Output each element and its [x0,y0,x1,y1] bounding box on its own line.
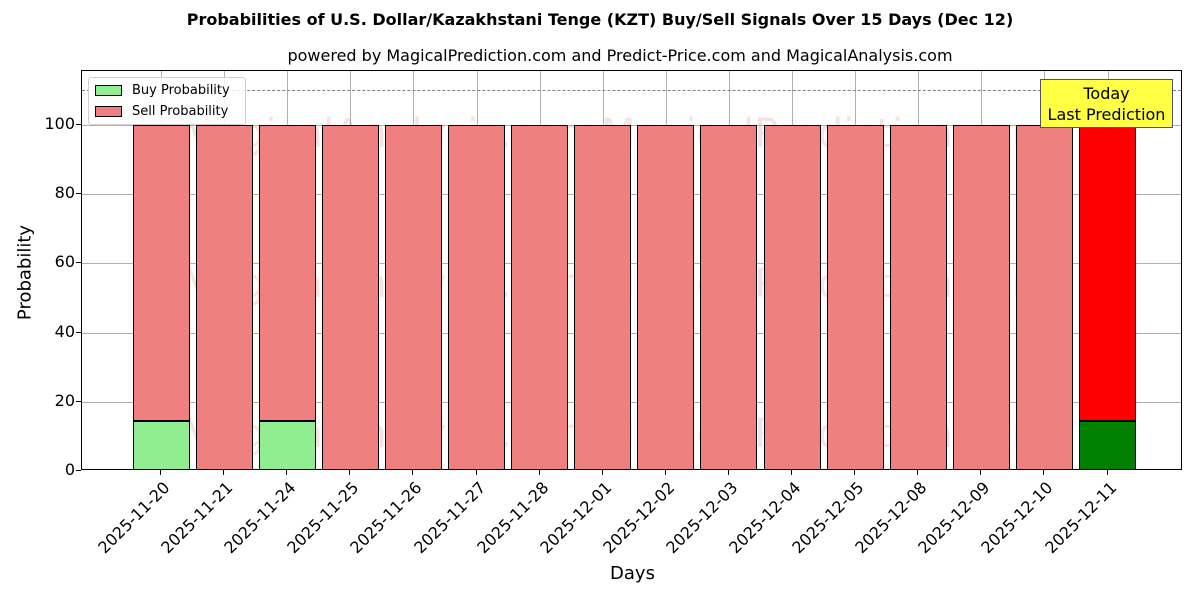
buy-bar [1079,420,1136,469]
sell-bar [258,125,316,421]
x-tick-mark [727,470,729,475]
y-tick-label: 80 [54,183,75,203]
y-tick-mark [76,400,81,402]
sell-bar [637,125,695,469]
x-tick-mark [1043,470,1045,475]
grid-line-h [82,401,1181,403]
x-tick-mark [412,470,414,475]
y-tick-mark [76,193,81,195]
today-annotation: Today Last Prediction [1040,79,1173,128]
x-tick-mark [917,470,919,475]
y-axis-label: Probability [14,224,36,321]
today-annotation-line1: Today [1083,84,1130,103]
grid-line-h [82,263,1181,265]
legend-buy-label: Buy Probability [132,83,230,98]
x-tick-mark [791,470,792,475]
reference-line [82,90,1181,92]
x-tick-mark [286,470,288,475]
buy-bar [132,420,190,469]
sell-bar [1079,125,1136,421]
y-tick-label: 100 [44,114,75,133]
x-tick-mark [538,470,540,475]
y-tick-mark [76,331,81,333]
y-tick-label: 60 [54,252,75,272]
today-annotation-line2: Last Prediction [1047,105,1166,124]
legend-item-buy: Buy Probability [95,83,230,98]
chart-title: Probabilities of U.S. Dollar/Kazakhstani… [186,10,1014,29]
x-tick-mark [854,470,856,475]
sell-swatch [95,106,122,117]
sell-bar [132,125,190,421]
legend: Buy Probability Sell Probability [88,77,246,125]
sell-bar [384,125,442,469]
legend-sell-label: Sell Probability [132,104,229,119]
x-axis-label: Days [610,563,655,584]
x-tick-mark [980,470,982,475]
chart-subtitle: powered by MagicalPrediction.com and Pre… [287,46,953,65]
sell-bar [511,125,569,469]
buy-bar [258,420,316,469]
sell-bar [889,125,947,469]
x-tick-mark [664,470,666,475]
plot-area: MagicalAnalysis.comMagicalPrediction.com… [81,70,1182,470]
buy-swatch [95,85,122,96]
sell-bar [448,125,505,469]
x-tick-mark [223,470,225,475]
y-tick-mark [76,470,81,471]
y-tick-label: 0 [64,460,75,479]
x-tick-mark [475,470,477,475]
sell-bar [195,125,253,469]
sell-bar [763,125,821,469]
sell-bar [321,125,379,469]
x-tick-mark [160,470,161,475]
sell-bar [952,125,1010,469]
grid-line-h [82,332,1181,334]
grid-line-h [82,125,1181,126]
y-tick-label: 20 [54,390,75,410]
sell-bar [826,125,884,469]
y-tick-mark [76,124,81,125]
sell-bar [574,125,632,469]
x-tick-mark [349,470,351,475]
y-tick-mark [76,262,81,264]
grid-line-h [82,194,1181,196]
sell-bar [1015,125,1073,469]
legend-item-sell: Sell Probability [95,104,228,119]
sell-bar [700,125,758,469]
x-tick-mark [1106,470,1108,475]
x-tick-mark [601,470,603,475]
y-tick-label: 40 [54,321,75,341]
